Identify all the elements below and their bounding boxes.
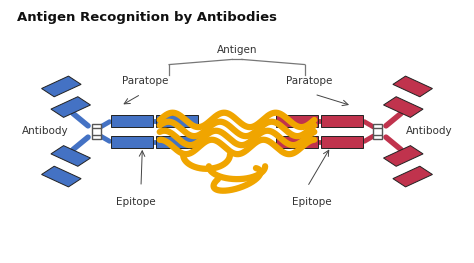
Text: Antigen: Antigen — [217, 45, 257, 55]
Text: Epitope: Epitope — [117, 197, 156, 207]
Polygon shape — [374, 124, 382, 139]
Text: Epitope: Epitope — [292, 197, 332, 207]
Polygon shape — [156, 136, 198, 149]
Polygon shape — [51, 97, 91, 117]
Text: Antigen Recognition by Antibodies: Antigen Recognition by Antibodies — [17, 11, 277, 23]
Polygon shape — [110, 114, 153, 127]
Polygon shape — [383, 146, 423, 166]
Polygon shape — [276, 114, 318, 127]
Polygon shape — [393, 76, 432, 97]
Text: Antibody: Antibody — [22, 127, 68, 136]
Polygon shape — [42, 166, 81, 187]
Text: Paratope: Paratope — [286, 76, 333, 86]
Polygon shape — [276, 136, 318, 149]
Polygon shape — [156, 114, 198, 127]
Polygon shape — [42, 76, 81, 97]
Polygon shape — [92, 124, 100, 139]
Polygon shape — [110, 136, 153, 149]
Polygon shape — [321, 114, 364, 127]
Polygon shape — [321, 136, 364, 149]
Polygon shape — [383, 97, 423, 117]
Polygon shape — [393, 166, 432, 187]
Text: Paratope: Paratope — [122, 76, 169, 86]
Polygon shape — [51, 146, 91, 166]
Text: Antibody: Antibody — [406, 127, 452, 136]
